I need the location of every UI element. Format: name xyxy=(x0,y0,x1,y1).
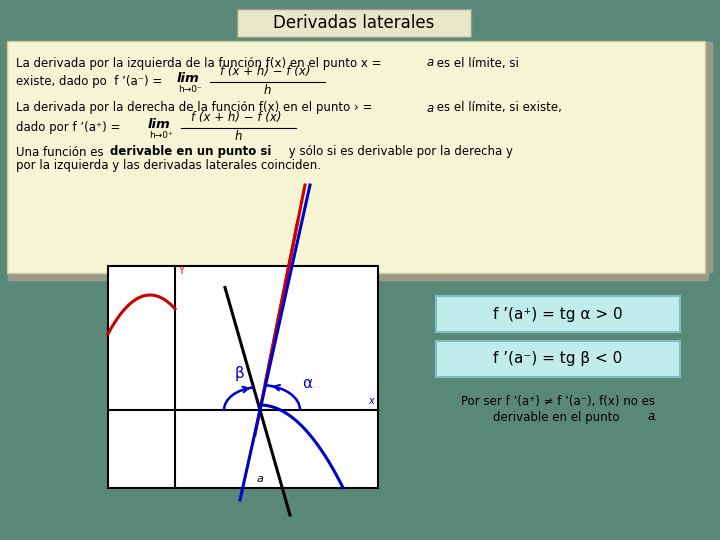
Text: lim: lim xyxy=(148,118,171,132)
Text: dado por f ’(a⁺) =: dado por f ’(a⁺) = xyxy=(16,122,124,134)
Text: Y: Y xyxy=(178,266,184,276)
Text: h→0⁺: h→0⁺ xyxy=(149,132,173,140)
Text: a: a xyxy=(427,102,434,114)
Text: f ’(a⁺) = tg α > 0: f ’(a⁺) = tg α > 0 xyxy=(493,307,623,321)
Bar xyxy=(108,266,378,488)
Text: La derivada por la izquierda de la función f(x) en el punto x =: La derivada por la izquierda de la funci… xyxy=(16,57,385,70)
Text: f ’(a⁻) = tg β < 0: f ’(a⁻) = tg β < 0 xyxy=(493,352,623,367)
Text: Una función es: Una función es xyxy=(16,145,107,159)
FancyBboxPatch shape xyxy=(436,341,680,377)
Text: lim: lim xyxy=(177,72,199,85)
Text: f (x + h) − f (x): f (x + h) − f (x) xyxy=(220,64,310,78)
Text: x: x xyxy=(368,396,374,406)
Text: y sólo si es derivable por la derecha y: y sólo si es derivable por la derecha y xyxy=(285,145,513,159)
Text: es el límite, si existe,: es el límite, si existe, xyxy=(433,102,562,114)
Text: h: h xyxy=(264,84,271,98)
Text: derivable en un punto si: derivable en un punto si xyxy=(110,145,271,159)
FancyBboxPatch shape xyxy=(7,41,705,273)
Text: h: h xyxy=(234,131,242,144)
FancyBboxPatch shape xyxy=(436,296,680,332)
Text: La derivada por la derecha de la función f(x) en el punto › =: La derivada por la derecha de la función… xyxy=(16,102,376,114)
Text: por la izquierda y las derivadas laterales coinciden.: por la izquierda y las derivadas lateral… xyxy=(16,159,321,172)
Text: existe, dado po  f ’(a⁻) =: existe, dado po f ’(a⁻) = xyxy=(16,76,166,89)
Text: a: a xyxy=(257,474,264,484)
Text: Derivadas laterales: Derivadas laterales xyxy=(274,14,435,32)
Bar xyxy=(8,272,708,280)
Text: β: β xyxy=(235,366,245,381)
FancyBboxPatch shape xyxy=(237,9,471,37)
Text: h→0⁻: h→0⁻ xyxy=(178,85,202,94)
Text: Por ser f ’(a⁺) ≠ f ’(a⁻), f(x) no es: Por ser f ’(a⁺) ≠ f ’(a⁻), f(x) no es xyxy=(461,395,655,408)
Text: a: a xyxy=(648,410,655,423)
Bar xyxy=(704,42,712,272)
Text: derivable en el punto: derivable en el punto xyxy=(493,410,623,423)
Text: α: α xyxy=(302,376,312,391)
Text: f (x + h) − f (x): f (x + h) − f (x) xyxy=(191,111,282,124)
Text: a: a xyxy=(427,57,434,70)
Text: .: . xyxy=(653,410,657,423)
Text: es el límite, si: es el límite, si xyxy=(433,57,519,70)
